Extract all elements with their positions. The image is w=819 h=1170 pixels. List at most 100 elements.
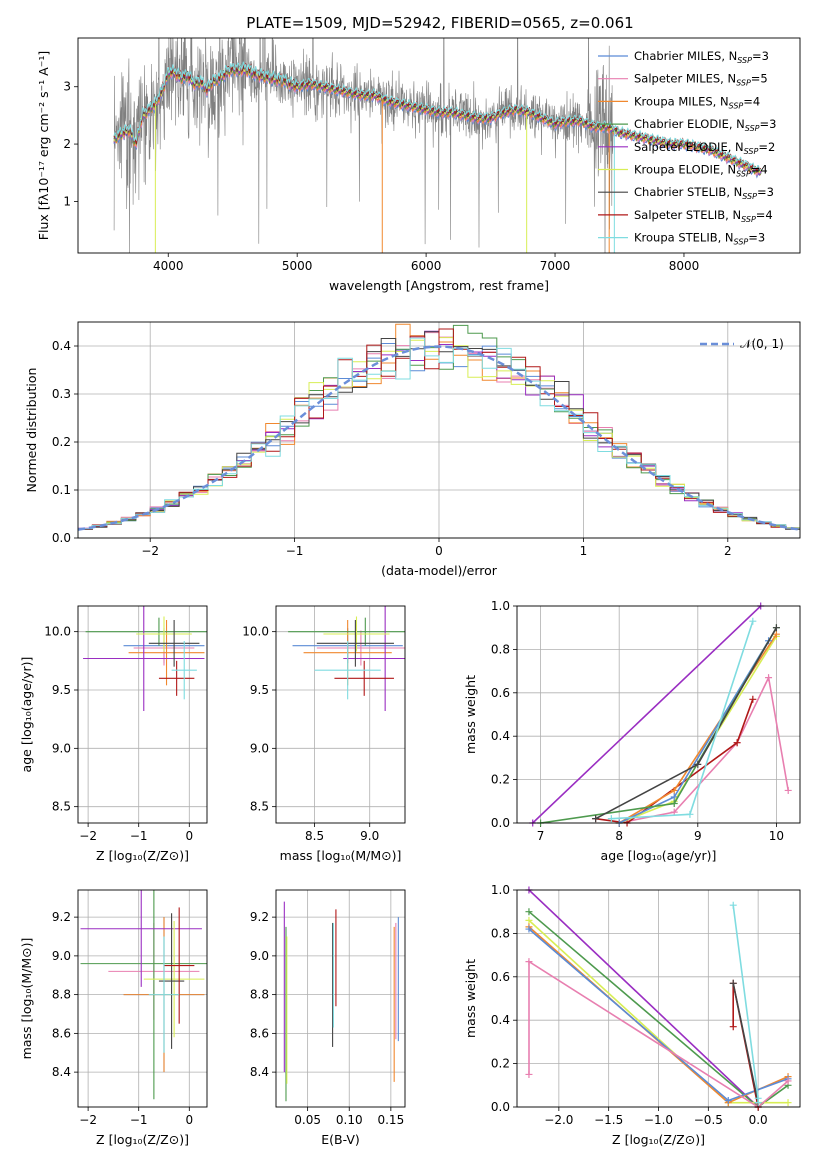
y-tick-label: 0.0	[491, 1100, 510, 1114]
weight-marker-kroupa_stelib	[754, 1099, 762, 1107]
x-tick-label: 4000	[153, 259, 184, 273]
weight-marker-kroupa_stelib	[607, 815, 615, 823]
y-tick-label: 0.4	[491, 1013, 510, 1027]
panel-age-vs-mass: 8.5 9.0 8.5 9.0 9.5 10.0 mass [log₁₀(M/M⊙)]	[242, 605, 406, 863]
y-tick-label: 8.8	[52, 988, 71, 1002]
x-tick-label: 0.0	[749, 1113, 768, 1127]
weight-line-salpeter_elodie	[528, 890, 759, 1107]
x-axis-label: E(B-V)	[321, 1132, 360, 1147]
y-tick-label: 9.0	[250, 741, 269, 755]
weight-marker-salpeter_miles	[765, 674, 773, 682]
weight-marker-kroupa_stelib	[729, 901, 737, 909]
panel-weight-vs-age: 7 8 9 10 0.0 0.2 0.4 0.6 0.8 1.0 age [log₁₀(age/yr…	[463, 599, 801, 863]
weight-marker-chabrier_stelib	[694, 760, 702, 768]
weight-marker-kroupa_elodie	[525, 916, 533, 924]
axes-frame	[275, 605, 406, 824]
x-tick-label: 9.0	[360, 829, 379, 843]
legend-label: Kroupa STELIB, NSSP=3	[634, 231, 765, 247]
weight-marker-chabrier_stelib	[729, 979, 737, 987]
y-tick-label: 0.6	[491, 686, 510, 700]
axes-frame	[77, 889, 208, 1108]
weight-line-salpeter_elodie	[532, 606, 762, 823]
legend-label: Salpeter ELODIE, NSSP=2	[634, 140, 775, 156]
y-tick-label: 0.6	[491, 970, 510, 984]
panel-weight-vs-Z: −2.0 −1.5 −1.0 −0.5 0.0 0.0 0.2 0.4 0.6 0.8 1.0 Z […	[463, 883, 801, 1147]
y-tick-label: 8.6	[52, 1026, 71, 1040]
model-spectrum-kroupa_stelib	[113, 61, 762, 171]
y-tick-label: 0.2	[491, 773, 510, 787]
x-tick-label: −2.0	[544, 1113, 573, 1127]
legend-spectrum: Chabrier MILES, NSSP=3 Salpeter MILES, NS…	[598, 49, 776, 247]
weight-line-chabrier_miles	[618, 640, 770, 823]
y-tick-label: 9.5	[250, 683, 269, 697]
axes-frame	[275, 889, 406, 1108]
weight-marker-salpeter_miles	[525, 958, 533, 966]
weight-marker-kroupa_stelib	[686, 810, 694, 818]
y-tick-label: 3	[63, 80, 71, 94]
axes-frame	[77, 37, 801, 254]
x-tick-label: 0	[435, 544, 443, 558]
y-tick-label: 8.4	[250, 1065, 269, 1079]
weight-line-salpeter_miles	[619, 675, 789, 823]
y-tick-label: 9.5	[52, 683, 71, 697]
weight-marker-salpeter_stelib	[729, 1023, 737, 1031]
x-tick-label: 0.10	[336, 1113, 363, 1127]
weight-line-chabrier_stelib	[595, 627, 778, 820]
x-tick-label: 7000	[540, 259, 571, 273]
y-axis-label: mass [log₁₀(M/M⊙)]	[19, 938, 34, 1060]
x-tick-label: 0	[185, 829, 193, 843]
x-tick-label: 5000	[282, 259, 313, 273]
weight-marker-kroupa_miles	[670, 786, 678, 794]
x-tick-label: −2	[141, 544, 159, 558]
y-tick-label: 8.4	[52, 1065, 71, 1079]
y-axis-label: mass weight	[463, 959, 478, 1038]
y-tick-label: 9.0	[52, 741, 71, 755]
x-tick-label: 2	[724, 544, 732, 558]
x-tick-label: −1	[286, 544, 304, 558]
y-tick-label: 2	[63, 137, 71, 151]
legend-label: Salpeter STELIB, NSSP=4	[634, 208, 773, 224]
weight-marker-chabrier_miles	[670, 793, 678, 801]
weight-marker-salpeter_stelib	[749, 695, 757, 703]
x-tick-label: −1	[130, 829, 148, 843]
weight-marker-chabrier_stelib	[592, 815, 600, 823]
x-axis-label: (data-model)/error	[381, 563, 498, 578]
y-tick-label: 9.2	[250, 910, 269, 924]
x-tick-label: −2	[79, 829, 97, 843]
axes-frame	[77, 321, 801, 539]
y-tick-label: 10.0	[44, 625, 71, 639]
y-tick-label: 0.8	[491, 926, 510, 940]
panel-mass-vs-ebv: 0.05 0.10 0.15 8.4 8.6 8.8 9.0 9.2 E(B-V)	[250, 889, 406, 1147]
x-tick-label: 8.5	[305, 829, 324, 843]
y-tick-label: 9.0	[52, 949, 71, 963]
weight-marker-kroupa_miles	[772, 630, 780, 638]
y-tick-label: 0.4	[52, 339, 71, 353]
x-tick-label: −1.0	[644, 1113, 673, 1127]
x-tick-label: 9	[694, 829, 702, 843]
y-tick-label: 8.5	[250, 800, 269, 814]
y-axis-label: mass weight	[463, 675, 478, 754]
y-tick-label: 0.3	[52, 387, 71, 401]
weight-marker-chabrier_elodie	[525, 908, 533, 916]
y-tick-label: 9.0	[250, 949, 269, 963]
y-tick-label: 1.0	[491, 883, 510, 897]
axes-frame	[516, 605, 801, 824]
legend-label: Chabrier MILES, NSSP=3	[634, 49, 769, 65]
axes-frame	[516, 889, 801, 1108]
legend-label-normal: 𝒩(0, 1)	[740, 337, 784, 351]
x-axis-label: wavelength [Angstrom, rest frame]	[329, 278, 549, 293]
legend-label: Kroupa MILES, NSSP=4	[634, 94, 760, 110]
panel-residuals: −2 −1 0 1 2 0.0 0.1 0.2 0.3 0.4 (data-model)/error…	[24, 321, 801, 578]
y-tick-label: 0.8	[491, 642, 510, 656]
x-tick-label: 6000	[411, 259, 442, 273]
x-axis-label: Z [log₁₀(Z/Z⊙)]	[612, 1132, 705, 1147]
weight-line-chabrier_elodie	[528, 911, 789, 1107]
x-tick-label: 1	[580, 544, 588, 558]
x-tick-label: 8000	[669, 259, 700, 273]
weight-marker-salpeter_stelib	[733, 739, 741, 747]
legend-label: Kroupa ELODIE, NSSP=4	[634, 163, 768, 179]
x-tick-label: 8	[615, 829, 623, 843]
x-tick-label: 7	[537, 829, 545, 843]
x-tick-label: −2	[79, 1113, 97, 1127]
weight-marker-kroupa_stelib	[749, 617, 757, 625]
